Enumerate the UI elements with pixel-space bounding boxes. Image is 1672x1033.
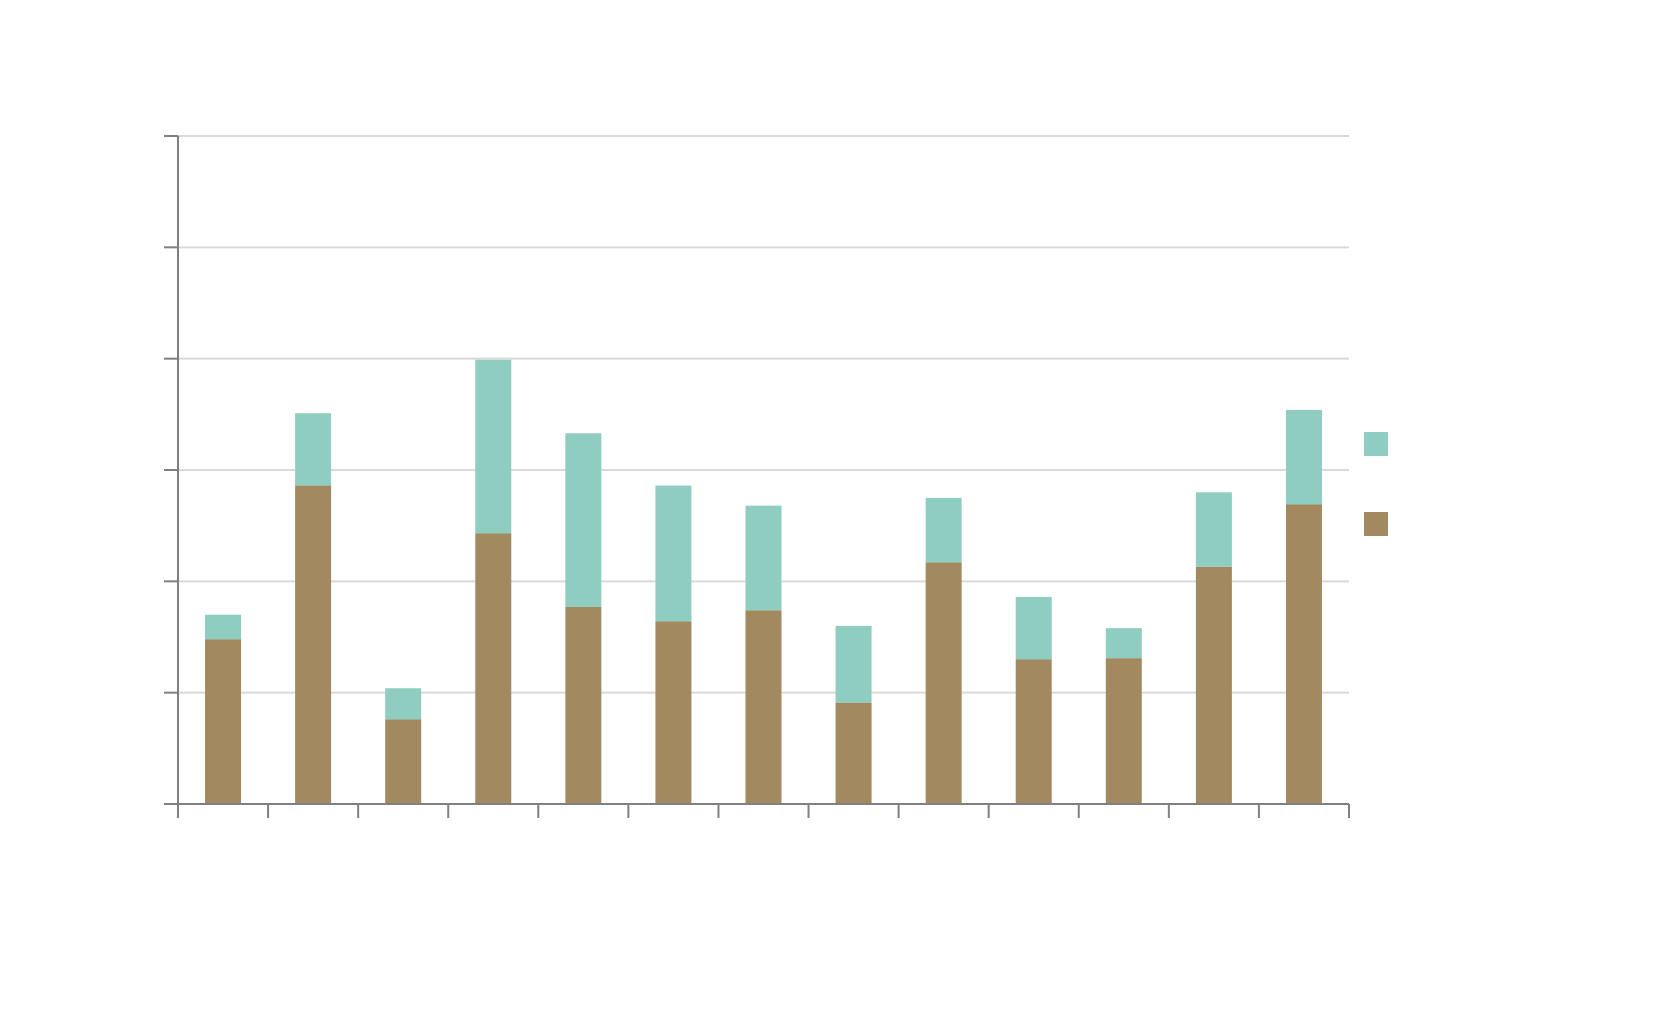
bar-segment-series-0 (925, 562, 962, 804)
bar-segment-series-1 (475, 359, 512, 534)
bar-segment-series-0 (655, 621, 692, 804)
bar-segment-series-0 (1195, 566, 1232, 804)
bar-segment-series-1 (835, 625, 872, 703)
bar-segment-series-0 (1105, 658, 1142, 804)
bar-segment-series-0 (1015, 659, 1052, 804)
bar-segment-series-0 (835, 702, 872, 804)
bar-segment-series-1 (745, 505, 782, 611)
bar-segment-series-1 (1015, 596, 1052, 660)
legend-swatch-series-1 (1364, 432, 1388, 456)
bar-segment-series-1 (205, 614, 242, 640)
bar-segment-series-1 (1285, 409, 1322, 505)
bar-segment-series-1 (295, 413, 332, 486)
bar-segment-series-0 (475, 533, 512, 804)
bar-segment-series-1 (655, 485, 692, 622)
bar-segment-series-0 (1285, 504, 1322, 804)
bar-segment-series-0 (295, 485, 332, 804)
legend-swatch-series-0 (1364, 512, 1388, 536)
bar-segment-series-1 (385, 688, 422, 720)
gridlines (178, 135, 1349, 694)
bar-segment-series-1 (565, 433, 602, 607)
bar-segment-series-0 (745, 610, 782, 804)
bar-segment-series-1 (1195, 492, 1232, 567)
bar-segment-series-0 (565, 606, 602, 804)
bars (205, 359, 1322, 804)
legend (1364, 432, 1388, 536)
axes (164, 135, 1350, 818)
bar-segment-series-0 (205, 639, 242, 804)
bar-segment-series-1 (1105, 628, 1142, 659)
bar-segment-series-1 (925, 497, 962, 563)
bar-segment-series-0 (385, 719, 422, 804)
